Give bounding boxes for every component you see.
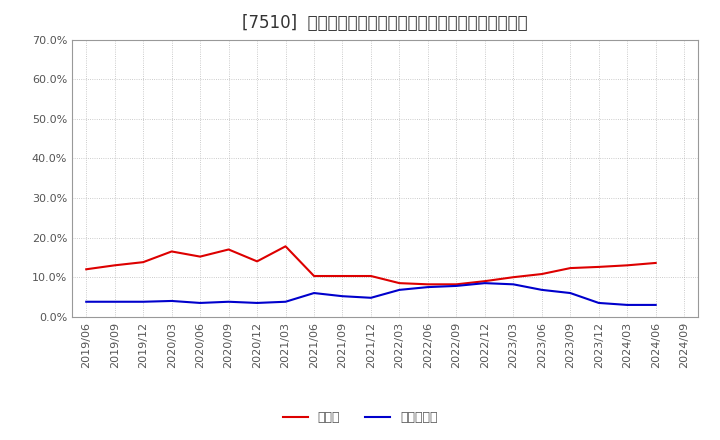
- 有利子負債: [253, 300, 261, 305]
- 有利子負債: [509, 282, 518, 287]
- 有利子負債: [480, 281, 489, 286]
- 現預金: [480, 279, 489, 284]
- 有利子負債: [537, 287, 546, 293]
- 現預金: [623, 263, 631, 268]
- 現預金: [139, 260, 148, 265]
- Legend: 現預金, 有利子負債: 現預金, 有利子負債: [277, 407, 443, 429]
- Line: 有利子負債: 有利子負債: [86, 283, 656, 305]
- 有利子負債: [139, 299, 148, 304]
- 現預金: [338, 273, 347, 279]
- 有利子負債: [652, 302, 660, 308]
- 有利子負債: [623, 302, 631, 308]
- 有利子負債: [196, 300, 204, 305]
- 現預金: [595, 264, 603, 270]
- 有利子負債: [167, 298, 176, 304]
- 有利子負債: [310, 290, 318, 296]
- 有利子負債: [366, 295, 375, 301]
- 有利子負債: [566, 290, 575, 296]
- 有利子負債: [395, 287, 404, 293]
- 現預金: [225, 247, 233, 252]
- 有利子負債: [282, 299, 290, 304]
- 現預金: [537, 271, 546, 277]
- 現預金: [282, 244, 290, 249]
- 現預金: [167, 249, 176, 254]
- 有利子負債: [423, 284, 432, 290]
- 現預金: [452, 282, 461, 287]
- 現預金: [366, 273, 375, 279]
- 有利子負債: [82, 299, 91, 304]
- 有利子負債: [452, 283, 461, 289]
- Line: 現預金: 現預金: [86, 246, 656, 284]
- 現預金: [652, 260, 660, 266]
- 現預金: [310, 273, 318, 279]
- 有利子負債: [338, 293, 347, 299]
- 現預金: [566, 265, 575, 271]
- 現預金: [509, 275, 518, 280]
- 有利子負債: [595, 300, 603, 305]
- 現預金: [395, 281, 404, 286]
- 有利子負債: [225, 299, 233, 304]
- 現預金: [110, 263, 119, 268]
- Title: [7510]  現預金、有利子負債の総資産に対する比率の推移: [7510] 現預金、有利子負債の総資産に対する比率の推移: [243, 15, 528, 33]
- 現預金: [423, 282, 432, 287]
- 現預金: [196, 254, 204, 259]
- 現預金: [253, 259, 261, 264]
- 現預金: [82, 267, 91, 272]
- 有利子負債: [110, 299, 119, 304]
